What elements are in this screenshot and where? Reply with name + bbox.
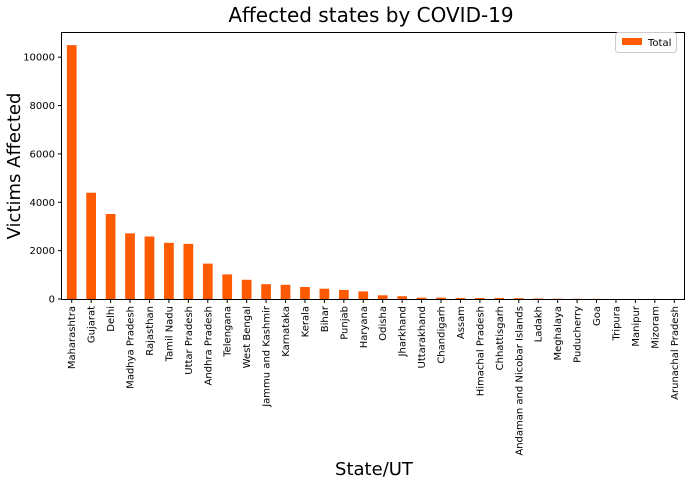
x-tick-label-telengana: Telengana [223, 306, 234, 358]
x-axis-ticks: Maharashtra Gujarat Delhi Madhya Pradesh Raj… [67, 299, 681, 456]
bars [67, 45, 679, 299]
x-tick-label-ladakh: Ladakh [534, 306, 545, 342]
x-tick-label-west-bengal: West Bengal [242, 306, 253, 368]
x-tick-label-chhattisgarh: Chhattisgarh [495, 306, 506, 370]
x-tick-label-meghalaya: Meghalaya [553, 306, 564, 361]
bar-rajasthan [145, 237, 155, 299]
bar-himachal-pradesh [475, 298, 485, 299]
bar-andaman-and-nicobar-islands [514, 298, 524, 299]
bar-west-bengal [242, 280, 252, 299]
y-tick-label: 10000 [23, 53, 55, 64]
x-tick-label-karnataka: Karnataka [281, 306, 292, 357]
x-tick-label-tripura: Tripura [611, 306, 622, 341]
chart-title: Affected states by COVID-19 [228, 3, 513, 27]
y-tick-label: 4000 [30, 198, 55, 209]
bar-odisha [378, 295, 388, 299]
x-tick-label-haryana: Haryana [359, 306, 370, 348]
x-tick-label-assam: Assam [456, 306, 467, 339]
legend-swatch-total [622, 38, 642, 45]
bar-punjab [339, 290, 349, 299]
bar-uttarakhand [417, 298, 427, 299]
bar-haryana [358, 291, 368, 299]
bar-tamil-nadu [164, 243, 174, 299]
bar-jharkhand [397, 296, 407, 299]
x-tick-label-puducherry: Puducherry [573, 306, 584, 363]
y-tick-label: 2000 [30, 246, 55, 257]
legend-label-total: Total [647, 38, 671, 49]
x-tick-label-manipur: Manipur [631, 305, 642, 347]
x-tick-label-kerala: Kerala [300, 306, 311, 337]
x-tick-label-bihar: Bihar [320, 305, 331, 332]
bar-telengana [222, 274, 232, 299]
x-tick-label-rajasthan: Rajasthan [145, 306, 156, 356]
x-axis-label: State/UT [335, 459, 414, 480]
x-tick-label-tamil-nadu: Tamil Nadu [164, 306, 175, 362]
bar-madhya-pradesh [125, 233, 135, 299]
x-tick-label-delhi: Delhi [106, 306, 117, 332]
bar-andhra-pradesh [203, 264, 213, 299]
x-tick-label-chandigarh: Chandigarh [437, 306, 448, 364]
x-tick-label-jharkhand: Jharkhand [398, 306, 409, 357]
y-axis-label: Victims Affected [4, 93, 25, 240]
bar-bihar [320, 289, 330, 299]
x-tick-label-odisha: Odisha [378, 306, 389, 341]
bar-jammu-and-kashmir [261, 284, 271, 299]
x-tick-label-gujarat: Gujarat [87, 306, 98, 343]
bar-maharashtra [67, 45, 77, 299]
x-tick-label-himachal-pradesh: Himachal Pradesh [475, 306, 486, 396]
x-tick-label-maharashtra: Maharashtra [67, 306, 78, 369]
bar-assam [456, 298, 466, 299]
y-tick-label: 8000 [30, 101, 55, 112]
x-tick-label-andhra-pradesh: Andhra Pradesh [203, 306, 214, 385]
legend: Total [616, 33, 677, 53]
x-tick-label-jammu-and-kashmir: Jammu and Kashmir [262, 305, 273, 408]
bar-chandigarh [436, 298, 446, 299]
y-tick-label: 0 [49, 295, 55, 306]
bar-gujarat [86, 193, 96, 299]
x-tick-label-madhya-pradesh: Madhya Pradesh [126, 306, 137, 389]
bar-chhattisgarh [494, 298, 504, 299]
bar-kerala [300, 287, 310, 299]
x-tick-label-goa: Goa [592, 306, 603, 326]
plot-frame [62, 33, 685, 300]
y-axis-ticks: 0 2000 4000 6000 8000 10000 [23, 53, 62, 306]
x-tick-label-punjab: Punjab [339, 306, 350, 340]
x-tick-label-uttarakhand: Uttarakhand [417, 306, 428, 368]
x-tick-label-uttar-pradesh: Uttar Pradesh [184, 306, 195, 375]
bar-uttar-pradesh [183, 244, 193, 299]
y-tick-label: 6000 [30, 149, 55, 160]
x-tick-label-arunachal-pradesh: Arunachal Pradesh [670, 306, 681, 400]
bar-ladakh [533, 298, 543, 299]
bar-karnataka [281, 285, 291, 299]
x-tick-label-mizoram: Mizoram [650, 306, 661, 349]
x-tick-label-andaman-and-nicobar-islands: Andaman and Nicobar Islands [514, 306, 525, 456]
bar-delhi [106, 214, 116, 299]
